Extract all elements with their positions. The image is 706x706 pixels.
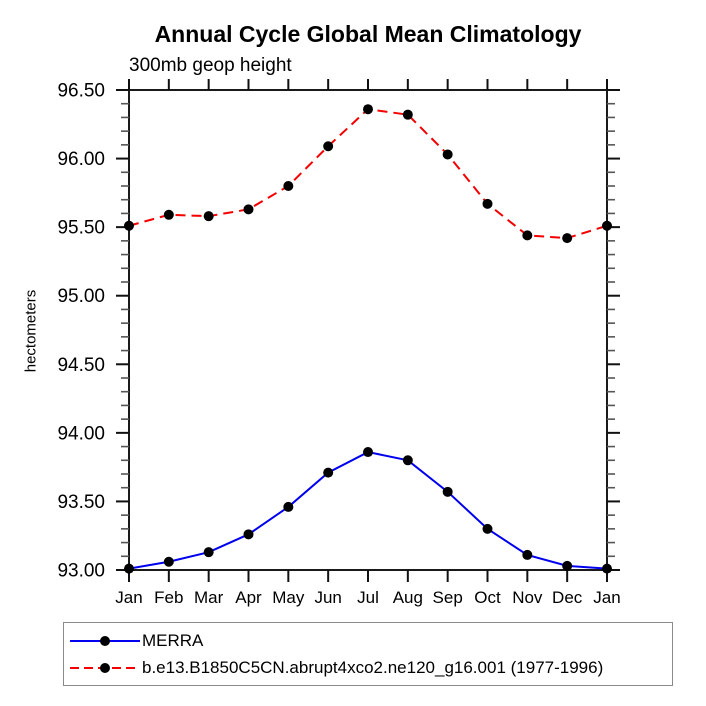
y-tick-label: 96.50 (57, 81, 105, 102)
data-point (522, 549, 533, 560)
data-point (442, 486, 453, 497)
data-point (203, 211, 214, 222)
data-point (163, 556, 174, 567)
legend-merra-marker-icon (100, 635, 110, 646)
data-point (323, 141, 334, 152)
data-point (602, 220, 612, 231)
data-point (243, 529, 254, 540)
data-point (562, 560, 573, 571)
legend-item-model: b.e13.B1850C5CN.abrupt4xco2.ne120_g16.00… (68, 654, 672, 681)
data-point (323, 467, 334, 478)
chart-subtitle: 300mb geop height (129, 55, 292, 76)
plot-frame (128, 89, 608, 571)
data-point (402, 109, 413, 120)
x-tick-label: Mar (194, 588, 224, 607)
data-point (124, 220, 134, 231)
legend-dashed-line-sample (70, 662, 140, 673)
legend-item-merra: MERRA (68, 627, 672, 654)
legend-box: MERRA b.e13.B1850C5CN.abrupt4xco2.ne120_… (63, 622, 673, 686)
legend-model-marker-icon (100, 662, 110, 673)
data-point (243, 204, 254, 215)
x-tick-label: Aug (393, 588, 423, 607)
data-point (562, 233, 573, 244)
data-point (283, 501, 294, 512)
x-tick-label: May (272, 588, 305, 607)
x-tick-label: Jan (115, 588, 142, 607)
x-tick-label: Oct (474, 588, 501, 607)
legend-label-model: b.e13.B1850C5CN.abrupt4xco2.ne120_g16.00… (142, 658, 604, 677)
data-point (522, 230, 533, 241)
data-point (442, 149, 453, 160)
x-tick-label: Feb (154, 588, 183, 607)
data-point (124, 563, 134, 574)
x-tick-label: Jan (593, 588, 620, 607)
y-tick-label: 95.00 (57, 286, 105, 307)
x-tick-label: Nov (512, 588, 543, 607)
y-tick-label: 96.00 (57, 149, 105, 170)
y-tick-label: 93.50 (57, 492, 105, 513)
x-tick-label: Sep (433, 588, 463, 607)
y-tick-label: 94.50 (57, 355, 105, 376)
x-tick-label: Dec (552, 588, 583, 607)
data-point (482, 523, 493, 534)
y-tick-label: 93.00 (57, 561, 105, 582)
legend-solid-line-sample (70, 635, 140, 646)
data-point (602, 563, 612, 574)
series-line-model (128, 108, 608, 240)
data-point (482, 198, 493, 209)
data-point (163, 209, 174, 220)
series-line-merra (128, 451, 608, 570)
data-point (203, 547, 214, 558)
data-point (283, 181, 294, 191)
data-point (363, 104, 373, 115)
y-tick-label: 94.00 (57, 423, 105, 444)
data-point (402, 455, 413, 466)
legend-label-merra: MERRA (142, 631, 204, 650)
x-tick-label: Jun (314, 588, 341, 607)
y-tick-label: 95.50 (57, 218, 105, 239)
x-tick-label: Apr (235, 588, 262, 607)
chart-title: Annual Cycle Global Mean Climatology (154, 21, 582, 47)
x-tick-label: Jul (357, 588, 379, 607)
data-point (363, 447, 373, 458)
